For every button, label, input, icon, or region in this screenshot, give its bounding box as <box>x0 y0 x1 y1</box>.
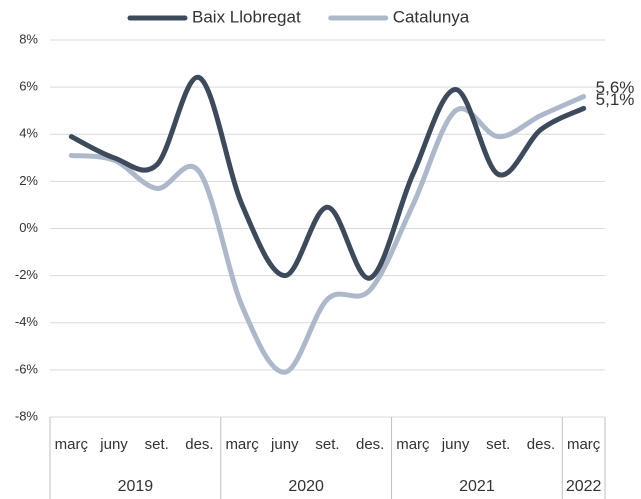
year-label: 2019 <box>118 478 154 495</box>
y-tick-label: 0% <box>19 220 38 235</box>
year-label: 2021 <box>459 478 495 495</box>
y-tick-label: 6% <box>19 79 38 94</box>
y-tick-label: -4% <box>15 314 39 329</box>
x-tick-label: juny <box>99 436 128 453</box>
x-tick-label: juny <box>270 436 299 453</box>
value-label: 5,6% <box>596 78 635 97</box>
x-tick-label: set. <box>315 436 339 453</box>
legend-label: Catalunya <box>393 7 470 26</box>
y-tick-label: -2% <box>15 267 39 282</box>
x-tick-label: des. <box>185 436 213 453</box>
y-tick-label: -6% <box>15 361 39 376</box>
x-tick-label: des. <box>527 436 555 453</box>
year-label: 2022 <box>566 478 602 495</box>
legend-label: Baix Llobregat <box>192 7 301 26</box>
x-tick-label: març <box>396 436 430 453</box>
year-label: 2020 <box>288 478 324 495</box>
y-tick-label: 8% <box>19 31 38 46</box>
line-series <box>68 75 587 281</box>
line-series <box>68 94 587 375</box>
x-tick-label: set. <box>486 436 510 453</box>
y-tick-label: 2% <box>19 173 38 188</box>
x-tick-label: juny <box>441 436 470 453</box>
x-tick-label: des. <box>356 436 384 453</box>
x-tick-label: març <box>225 436 259 453</box>
y-tick-label: 4% <box>19 126 38 141</box>
y-tick-label: -8% <box>15 408 39 423</box>
x-tick-label: set. <box>145 436 169 453</box>
x-tick-label: març <box>567 436 601 453</box>
x-tick-label: març <box>55 436 89 453</box>
value-label: 5,1% <box>596 90 635 109</box>
